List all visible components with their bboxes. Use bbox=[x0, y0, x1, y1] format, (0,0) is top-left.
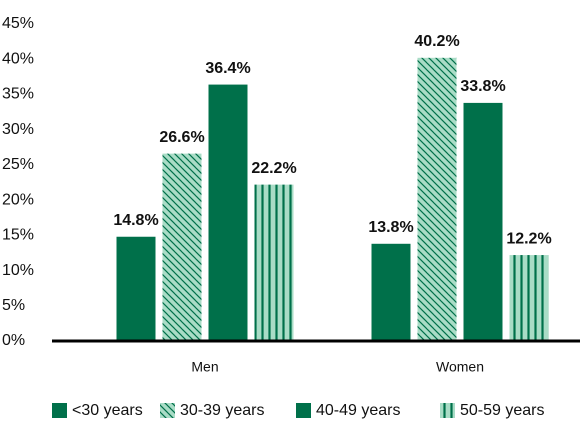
data-label: 36.4% bbox=[205, 60, 250, 77]
legend-label: 30-39 years bbox=[180, 402, 265, 419]
y-tick-label: 20% bbox=[2, 191, 34, 208]
bar bbox=[254, 184, 294, 341]
data-label: 13.8% bbox=[368, 219, 413, 236]
y-tick-label: 45% bbox=[2, 15, 34, 32]
legend-swatch bbox=[296, 403, 311, 418]
legend-swatch bbox=[160, 403, 175, 418]
bar bbox=[208, 84, 248, 342]
data-label: 22.2% bbox=[251, 160, 296, 177]
legend-swatch bbox=[52, 403, 67, 418]
data-label: 26.6% bbox=[159, 129, 204, 146]
y-tick-label: 10% bbox=[2, 262, 34, 279]
y-tick-label: 40% bbox=[2, 50, 34, 67]
bar bbox=[162, 153, 202, 341]
y-tick-label: 35% bbox=[2, 86, 34, 103]
bar bbox=[371, 243, 411, 341]
y-tick-label: 5% bbox=[2, 297, 25, 314]
bar bbox=[509, 255, 549, 341]
data-label: 40.2% bbox=[414, 33, 459, 50]
y-tick-label: 25% bbox=[2, 156, 34, 173]
x-tick-label: Women bbox=[436, 359, 484, 375]
y-tick-label: 30% bbox=[2, 121, 34, 138]
data-label: 14.8% bbox=[113, 212, 158, 229]
y-tick-label: 0% bbox=[2, 332, 25, 349]
bar bbox=[116, 236, 156, 341]
x-tick-label: Men bbox=[191, 359, 218, 375]
y-tick-label: 15% bbox=[2, 227, 34, 244]
bar bbox=[463, 102, 503, 341]
data-label: 12.2% bbox=[506, 230, 551, 247]
legend-label: <30 years bbox=[72, 402, 143, 419]
legend-swatch bbox=[440, 403, 455, 418]
legend-label: 40-49 years bbox=[316, 402, 401, 419]
bar bbox=[417, 57, 457, 342]
legend-label: 50-59 years bbox=[460, 402, 545, 419]
data-label: 33.8% bbox=[460, 78, 505, 95]
